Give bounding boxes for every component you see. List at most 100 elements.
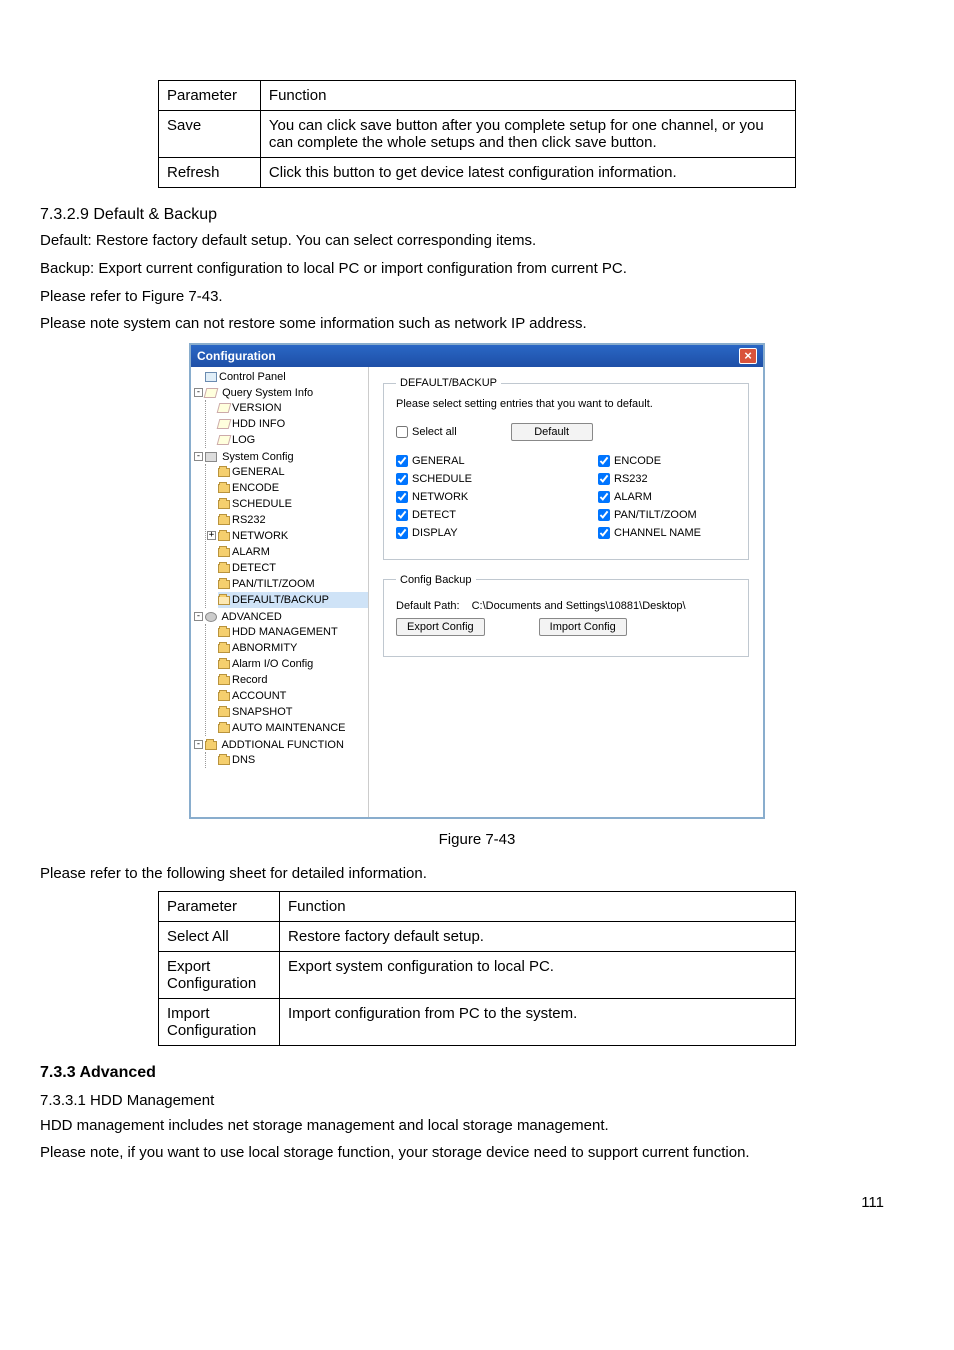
select-all-checkbox[interactable]: Select all: [396, 426, 457, 438]
folder-open-icon: [218, 596, 230, 605]
panel-icon: [205, 372, 217, 382]
file-icon: [217, 435, 232, 445]
folder-icon: [205, 741, 217, 750]
folder-icon: [218, 532, 230, 541]
tree-item[interactable]: AUTO MAINTENANCE: [218, 720, 368, 736]
table-row: Refresh Click this button to get device …: [158, 158, 795, 188]
table-header: Parameter: [158, 81, 260, 111]
tree-item[interactable]: Alarm I/O Config: [218, 656, 368, 672]
table-row: Export Configuration Export system confi…: [158, 951, 795, 998]
parameter-table-2: Parameter Function Select All Restore fa…: [158, 891, 796, 1046]
tree-item-version[interactable]: VERSION: [218, 400, 368, 416]
collapse-icon[interactable]: -: [194, 740, 203, 749]
default-button[interactable]: Default: [511, 423, 593, 441]
path-value: C:\Documents and Settings\10881\Desktop\: [472, 600, 686, 612]
folder-icon: [218, 484, 230, 493]
tree-item[interactable]: PAN/TILT/ZOOM: [218, 576, 368, 592]
default-backup-group: DEFAULT/BACKUP Please select setting ent…: [383, 377, 749, 560]
parameter-table-1: Parameter Function Save You can click sa…: [158, 80, 796, 188]
tree-item[interactable]: DNS: [218, 752, 368, 768]
paragraph: Please note system can not restore some …: [40, 313, 914, 335]
paragraph: Default: Restore factory default setup. …: [40, 230, 914, 252]
config-icon: [205, 452, 217, 462]
folder-icon: [218, 628, 230, 637]
heading-hdd-management: 7.3.3.1 HDD Management: [40, 1092, 914, 1109]
paragraph: Please refer to Figure 7-43.: [40, 286, 914, 308]
tree-item-query[interactable]: Query System Info: [222, 387, 313, 399]
table-row: Select All Restore factory default setup…: [158, 921, 795, 951]
tree-item[interactable]: SCHEDULE: [218, 496, 368, 512]
content-pane: DEFAULT/BACKUP Please select setting ent…: [369, 367, 763, 817]
tree-item[interactable]: ALARM: [218, 544, 368, 560]
check-detect[interactable]: DETECT: [396, 509, 526, 521]
tree-item-network[interactable]: +NETWORK: [218, 528, 368, 544]
table-header: Function: [280, 891, 796, 921]
folder-icon: [218, 548, 230, 557]
tree-item-sysconfig[interactable]: System Config: [222, 451, 294, 463]
paragraph: Please refer to the following sheet for …: [40, 863, 914, 885]
folder-icon: [218, 500, 230, 509]
folder-icon: [218, 580, 230, 589]
tree-item[interactable]: GENERAL: [218, 464, 368, 480]
collapse-icon[interactable]: -: [194, 612, 203, 621]
tree-item[interactable]: HDD MANAGEMENT: [218, 624, 368, 640]
folder-icon: [218, 468, 230, 477]
config-backup-group: Config Backup Default Path: C:\Documents…: [383, 574, 749, 657]
tree-item[interactable]: RS232: [218, 512, 368, 528]
tree-item-hddinfo[interactable]: HDD INFO: [218, 416, 368, 432]
folder-icon: [218, 692, 230, 701]
check-channel-name[interactable]: CHANNEL NAME: [598, 527, 728, 539]
tree-item-log[interactable]: LOG: [218, 432, 368, 448]
check-display[interactable]: DISPLAY: [396, 527, 526, 539]
figure-caption: Figure 7-43: [40, 829, 914, 851]
tree-item[interactable]: Record: [218, 672, 368, 688]
folder-icon: [218, 676, 230, 685]
paragraph: Backup: Export current configuration to …: [40, 258, 914, 280]
group-legend: Config Backup: [396, 574, 476, 586]
close-icon[interactable]: ×: [739, 348, 757, 364]
import-config-button[interactable]: Import Config: [539, 618, 627, 636]
expand-icon[interactable]: +: [207, 531, 216, 540]
tree-item[interactable]: DETECT: [218, 560, 368, 576]
folder-icon: [218, 516, 230, 525]
tree-item[interactable]: ACCOUNT: [218, 688, 368, 704]
table-row: Import Configuration Import configuratio…: [158, 998, 795, 1045]
check-general[interactable]: GENERAL: [396, 455, 526, 467]
check-encode[interactable]: ENCODE: [598, 455, 728, 467]
paragraph: HDD management includes net storage mana…: [40, 1115, 914, 1137]
folder-icon: [218, 660, 230, 669]
file-icon: [217, 419, 232, 429]
group-legend: DEFAULT/BACKUP: [396, 377, 501, 389]
check-rs232[interactable]: RS232: [598, 473, 728, 485]
gear-icon: [205, 612, 217, 622]
tree-item[interactable]: ABNORMITY: [218, 640, 368, 656]
configuration-window: Configuration × Control Panel - Query Sy…: [189, 343, 765, 819]
heading-advanced: 7.3.3 Advanced: [40, 1064, 914, 1082]
folder-icon: [218, 724, 230, 733]
table-header: Parameter: [158, 891, 279, 921]
table-row: Save You can click save button after you…: [158, 111, 795, 158]
paragraph: Please note, if you want to use local st…: [40, 1142, 914, 1164]
window-titlebar: Configuration ×: [191, 345, 763, 367]
group-description: Please select setting entries that you w…: [396, 397, 736, 413]
nav-tree: Control Panel - Query System Info VERSIO…: [191, 367, 369, 817]
query-icon: [204, 388, 219, 398]
tree-item-addtional[interactable]: ADDTIONAL FUNCTION: [221, 739, 343, 751]
tree-item[interactable]: ENCODE: [218, 480, 368, 496]
tree-item[interactable]: SNAPSHOT: [218, 704, 368, 720]
window-title: Configuration: [197, 349, 276, 363]
file-icon: [217, 403, 232, 413]
check-schedule[interactable]: SCHEDULE: [396, 473, 526, 485]
tree-item-advanced[interactable]: ADVANCED: [221, 611, 281, 623]
collapse-icon[interactable]: -: [194, 388, 203, 397]
check-alarm[interactable]: ALARM: [598, 491, 728, 503]
tree-item-default-backup[interactable]: DEFAULT/BACKUP: [218, 592, 368, 608]
folder-icon: [218, 644, 230, 653]
check-ptz[interactable]: PAN/TILT/ZOOM: [598, 509, 728, 521]
export-config-button[interactable]: Export Config: [396, 618, 485, 636]
collapse-icon[interactable]: -: [194, 452, 203, 461]
page-number: 111: [40, 1194, 914, 1211]
check-network[interactable]: NETWORK: [396, 491, 526, 503]
tree-item-control-panel[interactable]: Control Panel: [205, 369, 368, 385]
path-label: Default Path:: [396, 600, 460, 612]
